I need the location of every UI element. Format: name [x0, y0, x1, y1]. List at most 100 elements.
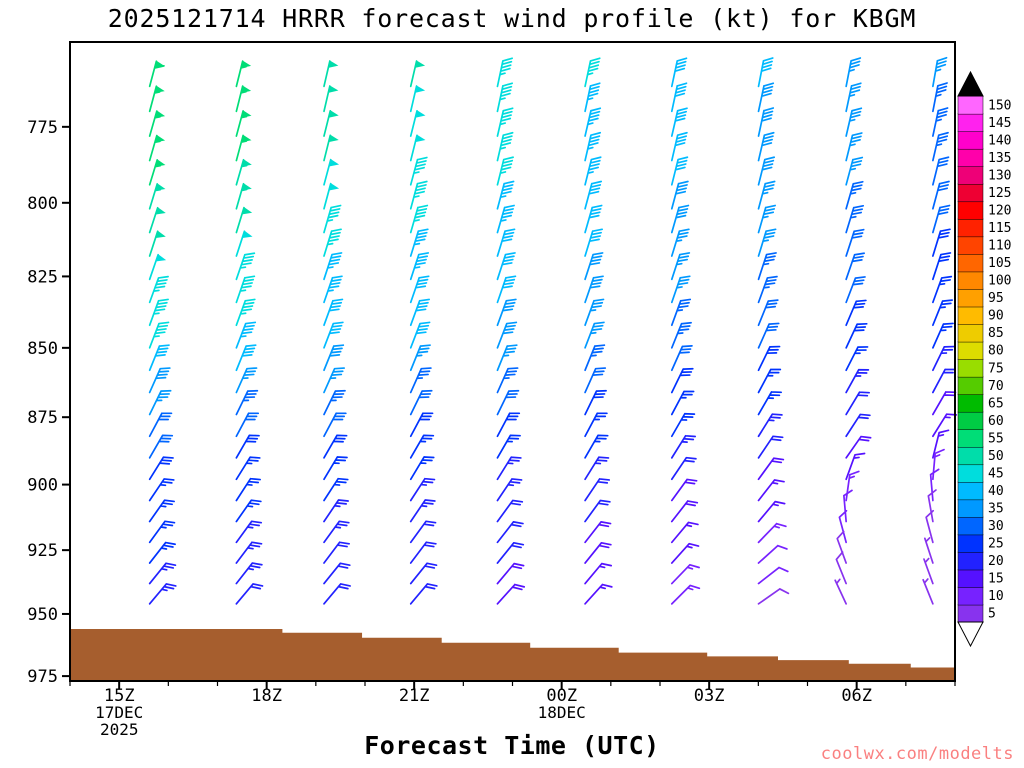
wind-barb	[838, 509, 848, 544]
wind-barb	[323, 321, 344, 349]
wind-barb	[496, 204, 515, 234]
wind-barb	[845, 252, 865, 281]
wind-barb	[235, 412, 260, 438]
wind-barb	[670, 275, 691, 304]
colorbar-value: 60	[988, 414, 1004, 429]
colorbar-value: 20	[988, 554, 1004, 569]
wind-barb	[757, 228, 777, 257]
wind-barb	[757, 566, 789, 585]
wind-barb	[409, 110, 426, 137]
wind-barb	[323, 344, 345, 372]
wind-barb	[584, 521, 612, 544]
wind-barb	[235, 252, 256, 281]
wind-barb	[757, 435, 784, 459]
colorbar-value: 115	[988, 221, 1011, 236]
wind-barb	[670, 82, 688, 113]
wind-barb	[148, 298, 169, 327]
wind-barb	[923, 537, 934, 564]
wind-barb	[235, 182, 252, 210]
wind-barb	[235, 60, 252, 88]
colorbar-cell	[957, 446, 984, 466]
wind-barb	[845, 107, 863, 137]
wind-barb	[323, 389, 346, 416]
colorbar-cell	[957, 271, 984, 290]
wind-barb	[409, 477, 436, 502]
wind-barb	[845, 322, 868, 349]
wind-barb	[148, 230, 166, 257]
wind-barb	[584, 412, 608, 438]
wind-barbs-layer	[148, 56, 958, 605]
wind-barb	[670, 344, 693, 372]
wind-barb	[409, 180, 428, 210]
colorbar-cell	[957, 428, 984, 448]
colorbar-cell	[957, 95, 984, 115]
wind-barb	[835, 551, 847, 585]
wind-barb	[496, 412, 521, 438]
colorbar-cell	[957, 253, 984, 273]
wind-barb	[323, 134, 339, 162]
wind-barb	[148, 389, 172, 416]
colorbar-value: 150	[988, 98, 1011, 113]
wind-barb	[409, 156, 428, 186]
wind-barb	[845, 368, 870, 394]
colorbar-value: 100	[988, 274, 1011, 289]
wind-barb	[670, 228, 690, 257]
wind-barb	[932, 204, 951, 234]
wind-barb	[584, 344, 606, 372]
wind-barb	[409, 541, 437, 564]
wind-barb	[496, 344, 518, 372]
x-tick-label: 18Z	[251, 686, 282, 706]
colorbar-value: 30	[988, 519, 1004, 534]
colorbar-value: 40	[988, 484, 1004, 499]
wind-barb	[925, 509, 935, 544]
wind-barb	[496, 180, 515, 210]
wind-barb	[584, 204, 603, 234]
colorbar-value: 135	[988, 151, 1011, 166]
wind-barb	[670, 390, 695, 416]
colorbar-top-arrow-icon	[957, 70, 984, 97]
x-axis-title: Forecast Time (UTC)	[364, 731, 660, 760]
wind-barb	[323, 110, 339, 137]
wind-barb	[845, 299, 867, 327]
wind-barb	[584, 499, 611, 523]
wind-barb	[148, 412, 173, 438]
wind-barb	[148, 478, 175, 502]
wind-barb	[843, 489, 853, 523]
wind-barb	[932, 228, 951, 257]
wind-barb	[584, 389, 607, 416]
wind-barb	[932, 252, 952, 281]
wind-barb	[409, 389, 433, 416]
y-tick-label: 900	[27, 476, 58, 496]
wind-barb	[496, 478, 523, 502]
wind-barb	[584, 228, 603, 257]
wind-barb	[148, 275, 169, 304]
wind-barb	[670, 321, 692, 349]
wind-barb	[409, 228, 429, 257]
wind-barb	[932, 82, 948, 113]
wind-barb	[836, 530, 847, 564]
wind-barb	[323, 204, 342, 234]
wind-barb	[235, 434, 260, 459]
wind-barb	[932, 180, 950, 210]
colorbar-value: 80	[988, 344, 1004, 359]
x-tick-label: 06Z	[841, 686, 872, 706]
wind-barb	[235, 562, 263, 585]
y-tick-label: 800	[27, 194, 58, 214]
x-date-label: 17DEC	[95, 703, 143, 722]
wind-barb	[845, 180, 864, 210]
wind-barb	[757, 413, 783, 438]
wind-barb	[932, 322, 954, 349]
wind-barb	[235, 230, 253, 257]
wind-barb	[845, 452, 866, 481]
wind-barb	[927, 489, 937, 523]
wind-barb	[496, 252, 516, 281]
wind-barb	[323, 367, 346, 394]
wind-barb	[409, 583, 438, 605]
wind-barb	[409, 252, 430, 281]
wind-barb	[584, 180, 603, 210]
wind-barb	[932, 391, 957, 416]
wind-barb	[757, 345, 781, 372]
wind-barb	[409, 367, 432, 394]
x-tick-label: 21Z	[399, 686, 430, 706]
wind-barb	[670, 478, 698, 502]
